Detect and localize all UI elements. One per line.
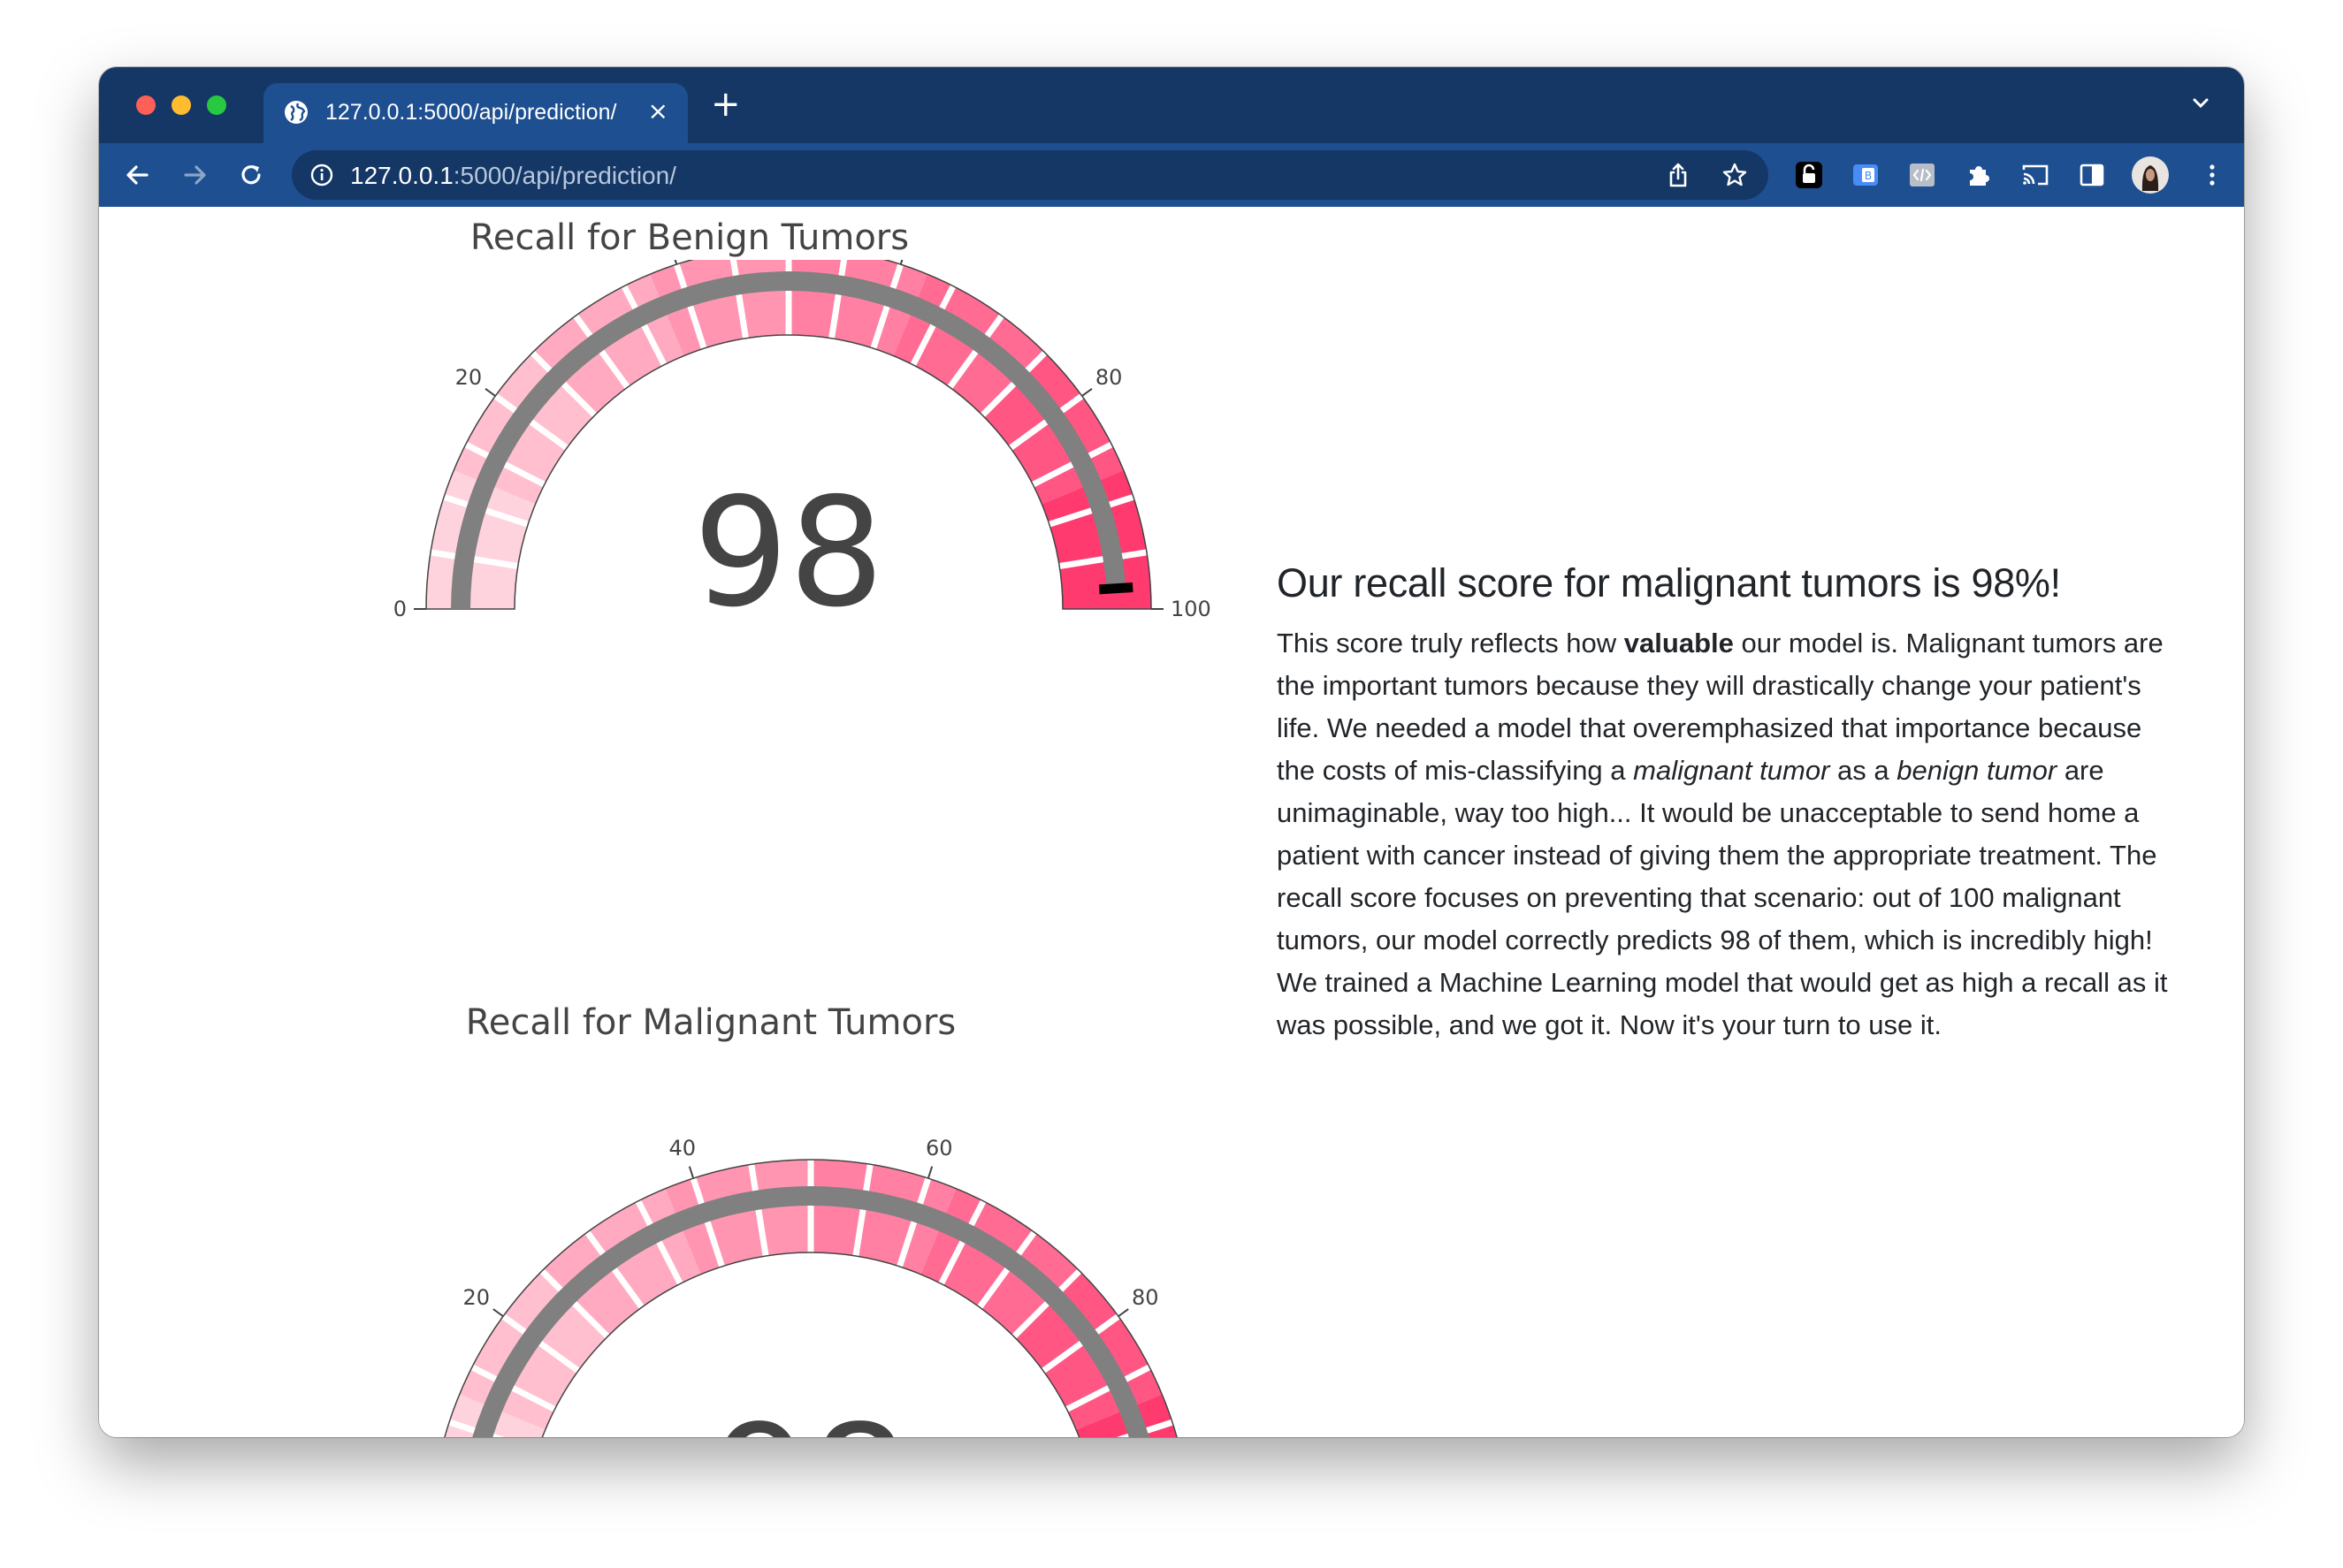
gauge-tick-label: 80 xyxy=(1095,365,1123,390)
article-italic-malignant: malignant tumor xyxy=(1633,755,1830,786)
cast-icon[interactable] xyxy=(2019,159,2051,191)
gauge-tick-label: 60 xyxy=(926,1136,953,1161)
gauge-tick-label: 80 xyxy=(1132,1285,1159,1310)
tab-active[interactable]: 127.0.0.1:5000/api/prediction/ × xyxy=(263,83,688,143)
gauge-outline xyxy=(425,260,1152,610)
url-path: :5000/api/prediction/ xyxy=(453,162,676,189)
gauge-divider xyxy=(539,1268,610,1339)
bookmark-star-icon[interactable] xyxy=(1721,161,1749,189)
gauge-tick xyxy=(485,387,496,397)
article-text-1: This score truly reflects how xyxy=(1277,628,1624,658)
gauge-divider xyxy=(1065,1364,1151,1412)
gauge-tick xyxy=(674,260,678,265)
gauge-divider xyxy=(470,1364,557,1412)
article-heading: Our recall score for malignant tumors is… xyxy=(1277,560,2061,605)
gauge-tick-label: 0 xyxy=(393,597,407,621)
gauge-malignant: 02040608010098 xyxy=(444,1136,1178,1437)
maximize-window-button[interactable] xyxy=(207,95,226,115)
back-arrow-icon[interactable] xyxy=(122,159,154,191)
gauge-benign: 02040608010098 xyxy=(393,260,1211,641)
share-icon[interactable] xyxy=(1664,161,1692,189)
tab-close-icon[interactable]: × xyxy=(647,96,668,126)
article-text-3: as a xyxy=(1829,755,1897,786)
menu-kebab-icon[interactable] xyxy=(2196,159,2228,191)
close-window-button[interactable] xyxy=(136,95,156,115)
gauge-divider xyxy=(748,1163,769,1257)
url-text[interactable]: 127.0.0.1:5000/api/prediction/ xyxy=(350,161,676,191)
minimize-window-button[interactable] xyxy=(172,95,191,115)
gauge-tick xyxy=(899,260,904,265)
gauge-divider xyxy=(584,1230,645,1310)
toolbar: 127.0.0.1:5000/api/prediction/ B xyxy=(99,143,2244,207)
gauge-tick xyxy=(927,1166,934,1179)
svg-text:B: B xyxy=(1865,170,1872,182)
article-text-4: are unimaginable, way too high... It wou… xyxy=(1277,755,2168,1040)
article-text-2: our model is. Malignant tumors are the i… xyxy=(1277,628,2164,786)
address-bar[interactable]: 127.0.0.1:5000/api/prediction/ xyxy=(292,150,1768,200)
extension-code-icon[interactable] xyxy=(1906,159,1938,191)
page-content: Recall for Benign Tumors 02040608010098 … xyxy=(99,207,2244,1437)
gauge-value-label: 98 xyxy=(693,466,884,641)
browser-window: 127.0.0.1:5000/api/prediction/ × + 127.0… xyxy=(99,67,2244,1437)
gauge-outline xyxy=(444,1159,1178,1437)
url-host: 127.0.0.1 xyxy=(350,162,454,189)
gauge-malignant-title: Recall for Malignant Tumors xyxy=(465,1002,957,1043)
gauge-divider xyxy=(690,1176,725,1267)
gauge-tick xyxy=(1081,387,1093,397)
info-icon[interactable] xyxy=(309,163,334,187)
gauge-tick xyxy=(1118,1308,1129,1318)
gauge-divider xyxy=(447,1419,506,1437)
gauge-divider xyxy=(1041,1313,1120,1374)
tab-bar: 127.0.0.1:5000/api/prediction/ × + xyxy=(99,67,2244,143)
extensions-puzzle-icon[interactable] xyxy=(1963,159,1995,191)
article-italic-benign: benign tumor xyxy=(1897,755,2057,786)
gauge-benign-title: Recall for Benign Tumors xyxy=(469,217,910,258)
article-paragraph: This score truly reflects how valuable o… xyxy=(1277,622,2170,1047)
side-panel-icon[interactable] xyxy=(2076,159,2108,191)
gauge-divider xyxy=(852,1163,874,1257)
gauge-divider xyxy=(1011,1268,1082,1339)
reload-icon[interactable] xyxy=(235,159,267,191)
chevron-down-icon[interactable] xyxy=(2187,90,2214,117)
gauge-divider xyxy=(635,1199,683,1286)
gauge-value-label: 98 xyxy=(713,1393,910,1437)
gauge-tick xyxy=(492,1308,504,1318)
gauge-divider xyxy=(977,1230,1037,1310)
profile-avatar[interactable] xyxy=(2131,156,2170,194)
gauge-tick xyxy=(688,1166,695,1179)
forward-arrow-icon[interactable] xyxy=(179,159,210,191)
gauge-tick-label: 20 xyxy=(462,1285,490,1310)
gauge-divider xyxy=(501,1313,581,1374)
gauge-threshold-marker xyxy=(1098,582,1133,595)
tab-title: 127.0.0.1:5000/api/prediction/ xyxy=(325,100,617,125)
gauge-divider xyxy=(897,1176,932,1267)
gauge-tick-label: 40 xyxy=(668,1136,696,1161)
gauge-tick-label: 100 xyxy=(1171,597,1211,621)
extension-lock-icon[interactable] xyxy=(1793,159,1825,191)
gauge-divider xyxy=(1116,1419,1174,1437)
extension-translate-icon[interactable]: B xyxy=(1850,159,1881,191)
globe-icon xyxy=(285,101,308,124)
new-tab-button[interactable]: + xyxy=(711,84,741,125)
article-bold-valuable: valuable xyxy=(1623,628,1734,658)
gauge-value-bar xyxy=(472,1186,1149,1437)
gauge-tick-label: 20 xyxy=(455,365,483,390)
gauge-divider xyxy=(938,1199,987,1286)
